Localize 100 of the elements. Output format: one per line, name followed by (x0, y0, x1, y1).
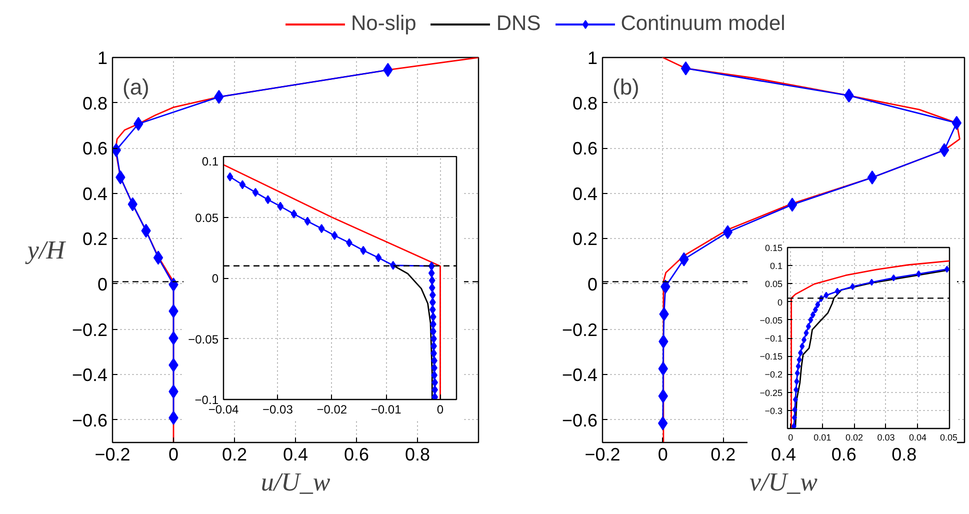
y-tick-label: −0.4 (72, 365, 108, 386)
y-tick-label: 0.1 (770, 261, 783, 272)
x-tick-label: 0.02 (845, 432, 863, 442)
y-tick-label: 0.4 (572, 184, 598, 204)
x-tick-label: −0.04 (208, 402, 240, 416)
point (824, 292, 829, 299)
point (802, 336, 807, 344)
point (304, 216, 311, 226)
x-tick-label: 0 (168, 444, 179, 464)
point (277, 202, 284, 211)
point (798, 349, 804, 356)
point (794, 386, 799, 394)
x-tick-label: −0.02 (316, 402, 348, 416)
point (252, 188, 259, 197)
point (867, 170, 878, 185)
point (944, 266, 950, 273)
point (428, 268, 435, 278)
y-tick-label: 0.2 (82, 229, 108, 250)
x-tick-label: −0.01 (370, 402, 402, 416)
point (815, 301, 820, 308)
x-tick-label: −0.03 (262, 402, 294, 416)
y-axis-title: y/H (24, 236, 66, 264)
y-tick-label: 0.05 (195, 210, 219, 225)
point (429, 305, 436, 314)
x-tick-label: 0.2 (222, 444, 248, 464)
x-tick-label: 0.05 (940, 432, 958, 442)
y-tick-label: 0.2 (572, 229, 598, 250)
y-tick-label: −0.2 (764, 370, 783, 380)
y-tick-label: −0.15 (760, 352, 783, 362)
x-tick-label: 0.2 (710, 444, 736, 464)
point (850, 283, 856, 290)
point (800, 342, 805, 350)
y-tick-label: −0.1 (764, 334, 783, 344)
point (916, 270, 922, 278)
legend-label: No-slip (351, 12, 416, 36)
point (226, 172, 234, 182)
point (318, 224, 325, 234)
x-tick-label: 0.6 (344, 444, 370, 464)
x-tick-label: 0.6 (831, 444, 856, 464)
y-tick-label: 1 (97, 48, 108, 68)
y-tick-label: 0 (97, 274, 108, 294)
y-tick-label: −0.6 (72, 410, 108, 430)
y-tick-label: 0.6 (82, 138, 108, 159)
x-tick-label: 0.01 (814, 432, 832, 442)
y-tick-label: 0 (587, 274, 598, 294)
point (375, 253, 382, 262)
point (429, 290, 436, 300)
y-tick-label: 0.05 (764, 279, 783, 290)
point (722, 225, 733, 240)
point (808, 316, 814, 324)
legend-label: DNS (496, 12, 541, 36)
y-tick-label: −0.6 (562, 410, 598, 430)
y-tick-label: 1 (587, 48, 598, 68)
point (331, 230, 338, 240)
y-tick-label: −0.05 (188, 332, 219, 346)
y-tick-label: 0.6 (572, 138, 598, 159)
y-tick-label: 0.1 (202, 154, 219, 168)
point (791, 422, 796, 428)
point (264, 195, 272, 204)
point (810, 311, 816, 318)
point (290, 209, 298, 218)
point (939, 143, 950, 158)
x-tick-label: 0 (658, 444, 668, 464)
point (796, 362, 801, 370)
x-tick-label: 0 (788, 432, 794, 442)
y-tick-label: −0.2 (72, 320, 108, 340)
x-axis-title: u/U_w (260, 468, 331, 496)
x-tick-label: 0 (436, 402, 444, 416)
point (869, 278, 874, 286)
annotation: (b) (612, 74, 640, 100)
point (428, 283, 436, 292)
point (891, 274, 896, 282)
y-tick-label: 0.15 (764, 243, 783, 253)
x-tick-label: 0.03 (877, 432, 895, 442)
y-tick-label: −0.4 (562, 365, 598, 386)
point (792, 414, 797, 422)
point (390, 260, 396, 270)
point (680, 61, 691, 76)
x-tick-label: 0.8 (892, 444, 917, 464)
point (804, 329, 809, 336)
point (428, 276, 436, 285)
annotation: (a) (122, 74, 150, 100)
point (428, 262, 435, 271)
x-tick-label: 0.4 (282, 444, 308, 464)
y-tick-label: 0 (212, 272, 219, 286)
point (794, 370, 800, 377)
y-tick-label: −0.3 (764, 406, 783, 416)
y-tick-label: −0.25 (760, 388, 783, 398)
point (806, 322, 811, 330)
y-tick-label: 0 (777, 297, 783, 308)
x-tick-label: 0.04 (908, 432, 927, 442)
y-tick-label: 0.8 (82, 93, 108, 114)
legend-label: Continuum model (620, 12, 786, 36)
point (239, 180, 246, 190)
point (834, 288, 840, 295)
point (796, 356, 802, 364)
point (153, 250, 164, 265)
point (432, 392, 438, 400)
y-tick-label: −0.2 (562, 320, 598, 340)
point (792, 406, 798, 414)
